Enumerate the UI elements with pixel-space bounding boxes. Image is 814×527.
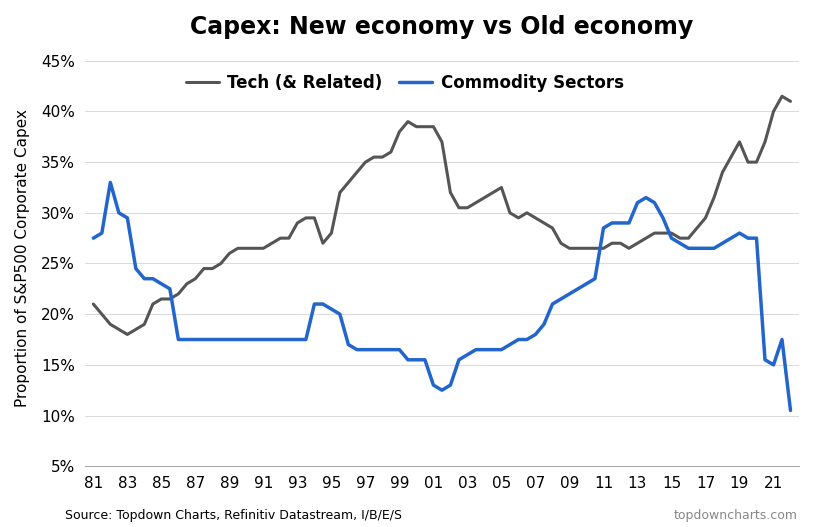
Tech (& Related)	[89, 301, 98, 307]
Tech (& Related)	[122, 331, 132, 338]
Tech (& Related)	[598, 245, 608, 251]
Tech (& Related)	[139, 321, 149, 327]
Tech (& Related)	[641, 235, 651, 241]
Text: Source: Topdown Charts, Refinitiv Datastream, I/B/E/S: Source: Topdown Charts, Refinitiv Datast…	[65, 509, 402, 522]
Commodity Sectors	[641, 194, 651, 201]
Commodity Sectors	[106, 179, 116, 186]
Tech (& Related)	[199, 266, 208, 272]
Title: Capex: New economy vs Old economy: Capex: New economy vs Old economy	[190, 15, 694, 39]
Tech (& Related)	[242, 245, 252, 251]
Commodity Sectors	[89, 235, 98, 241]
Line: Tech (& Related): Tech (& Related)	[94, 96, 790, 335]
Text: topdowncharts.com: topdowncharts.com	[674, 509, 798, 522]
Commodity Sectors	[242, 336, 252, 343]
Commodity Sectors	[199, 336, 208, 343]
Commodity Sectors	[598, 225, 608, 231]
Line: Commodity Sectors: Commodity Sectors	[94, 182, 790, 411]
Tech (& Related)	[777, 93, 787, 100]
Legend: Tech (& Related), Commodity Sectors: Tech (& Related), Commodity Sectors	[179, 67, 631, 99]
Commodity Sectors	[139, 276, 149, 282]
Y-axis label: Proportion of S&P500 Corporate Capex: Proportion of S&P500 Corporate Capex	[15, 110, 30, 407]
Commodity Sectors	[514, 336, 523, 343]
Commodity Sectors	[786, 407, 795, 414]
Tech (& Related)	[786, 98, 795, 104]
Tech (& Related)	[514, 214, 523, 221]
